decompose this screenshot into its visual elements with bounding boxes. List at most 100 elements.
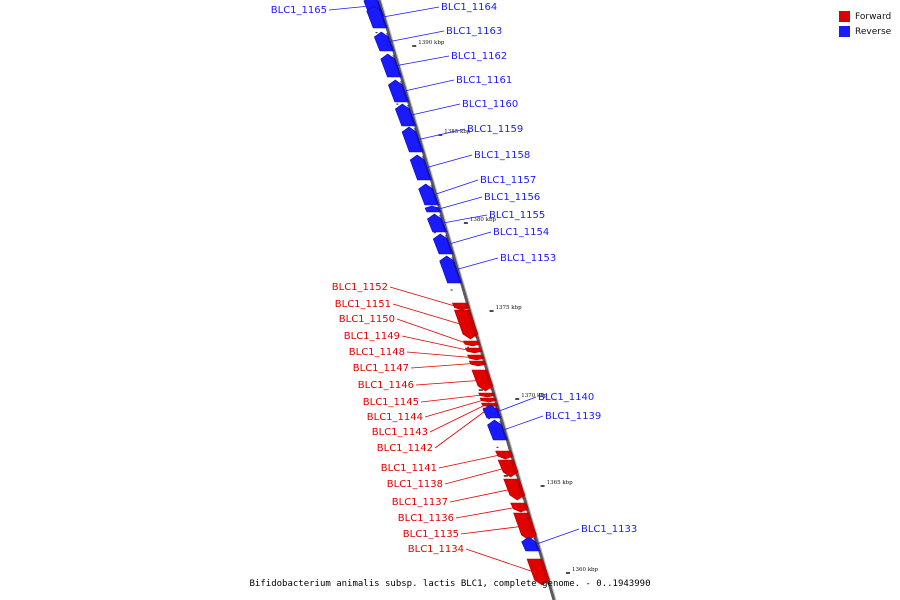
gene-block-shade xyxy=(491,393,495,397)
gene-block xyxy=(467,354,485,361)
scale-label: 1385 kbp xyxy=(444,129,471,135)
legend-item-reverse: Reverse xyxy=(839,24,891,39)
gene-leader-line xyxy=(438,454,500,469)
scale-label: 1375 kbp xyxy=(496,305,523,311)
gene-block-shade xyxy=(523,503,528,512)
scale-label: 1370 kbp xyxy=(521,393,548,399)
gene-leader-line xyxy=(424,399,484,418)
genome-axis-line xyxy=(377,0,556,600)
gene-label: BLC1_1149 xyxy=(344,331,400,342)
gene-block-shade xyxy=(533,537,540,551)
gene-leader-line xyxy=(392,303,462,325)
gene-block-shade xyxy=(492,398,496,402)
gene-leader-line xyxy=(455,507,516,519)
gene-label: BLC1_1164 xyxy=(441,2,497,13)
gene-leader-line xyxy=(536,528,580,545)
gene-label: BLC1_1151 xyxy=(335,299,391,310)
gene-block-shade xyxy=(508,451,513,459)
gene-leader-line xyxy=(397,55,450,66)
legend-item-forward: Forward xyxy=(839,9,891,24)
gene-label: BLC1_1148 xyxy=(349,347,405,358)
gene-block-shade xyxy=(392,54,401,77)
gene-leader-line xyxy=(406,351,472,358)
gene-label: BLC1_1156 xyxy=(484,192,540,203)
gene-leader-line xyxy=(434,409,487,449)
gene-leader-line xyxy=(401,335,470,351)
legend: Forward Reverse xyxy=(839,9,891,39)
genome-caption: Bifidobacterium animalis subsp. lactis B… xyxy=(249,579,651,589)
gene-block-shade xyxy=(526,513,536,540)
gene-leader-line xyxy=(497,396,537,412)
gene-label: BLC1_1153 xyxy=(500,253,556,264)
gene-leader-line xyxy=(444,468,504,485)
gene-leader-line xyxy=(411,103,461,116)
gene-label: BLC1_1162 xyxy=(451,51,507,62)
gene-block-shade xyxy=(438,214,447,232)
gene-label: BLC1_1135 xyxy=(403,529,459,540)
gene-label: BLC1_1154 xyxy=(493,227,549,238)
gene-leader-line xyxy=(382,6,440,18)
legend-swatch-forward xyxy=(839,11,850,22)
gene-leader-line xyxy=(465,548,534,573)
gene-label: BLC1_1137 xyxy=(392,497,448,508)
gene-block-shade xyxy=(385,32,394,51)
gene-block-shade xyxy=(476,341,480,346)
gene-label: BLC1_1139 xyxy=(545,411,601,422)
gene-block xyxy=(453,309,479,340)
gene-label: BLC1_1143 xyxy=(372,427,428,438)
gene-label: BLC1_1150 xyxy=(339,314,395,325)
gene-block-shade xyxy=(480,355,484,360)
gene-label: BLC1_1152 xyxy=(332,282,388,293)
gene-leader-line xyxy=(456,257,499,270)
gene-label: BLC1_1134 xyxy=(408,544,464,555)
gene-block-shade xyxy=(539,559,550,585)
gene-block xyxy=(465,347,483,354)
gene-block-shade xyxy=(444,234,453,254)
gene-leader-line xyxy=(449,489,510,503)
gene-block-shade xyxy=(399,80,409,102)
legend-label-forward: Forward xyxy=(855,11,892,22)
legend-label-reverse: Reverse xyxy=(855,26,892,37)
gene-block xyxy=(479,397,497,403)
gene-leader-line xyxy=(418,128,466,140)
gene-label: BLC1_1158 xyxy=(474,150,530,161)
gene-leader-line xyxy=(426,154,473,168)
scale-label: 1360 kbp xyxy=(572,567,599,573)
gene-leader-line xyxy=(404,79,455,92)
gene-block-shade xyxy=(436,206,441,212)
gene-leader-line xyxy=(460,526,521,535)
gene-label: BLC1_1144 xyxy=(367,412,423,423)
gene-leader-line xyxy=(449,231,492,245)
gene-leader-line xyxy=(410,363,474,369)
gene-block-shade xyxy=(510,460,518,477)
gene-label: BLC1_1161 xyxy=(456,75,512,86)
scale-label: 1380 kbp xyxy=(470,217,497,223)
gene-leader-line xyxy=(396,318,468,344)
gene-block-shade xyxy=(499,420,507,440)
gene-leader-line xyxy=(434,179,479,195)
gene-block-shade xyxy=(466,310,478,339)
genome-axis-highlight xyxy=(380,0,557,600)
gene-block xyxy=(513,512,537,541)
gene-block-shade xyxy=(378,6,387,28)
gene-leader-line xyxy=(503,415,544,431)
gene-label: BLC1_1146 xyxy=(358,380,414,391)
gene-label: BLC1_1140 xyxy=(538,392,594,403)
gene-block xyxy=(526,558,550,586)
gene-leader-line xyxy=(429,404,486,433)
gene-label: BLC1_1145 xyxy=(363,397,419,408)
gene-label: BLC1_1159 xyxy=(467,124,523,135)
gene-block-shade xyxy=(413,127,423,152)
gene-label: BLC1_1147 xyxy=(353,363,409,374)
gene-block-shade xyxy=(464,303,469,310)
gene-block-shade xyxy=(494,405,501,418)
gene-label: BLC1_1136 xyxy=(398,513,454,524)
gene-leader-line xyxy=(389,286,457,307)
legend-swatch-reverse xyxy=(839,26,850,37)
gene-leader-line xyxy=(442,214,488,224)
gene-label: BLC1_1141 xyxy=(381,463,437,474)
gene-label: BLC1_1138 xyxy=(387,479,443,490)
scale-label: 1365 kbp xyxy=(547,480,574,486)
gene-label: BLC1_1155 xyxy=(489,210,545,221)
